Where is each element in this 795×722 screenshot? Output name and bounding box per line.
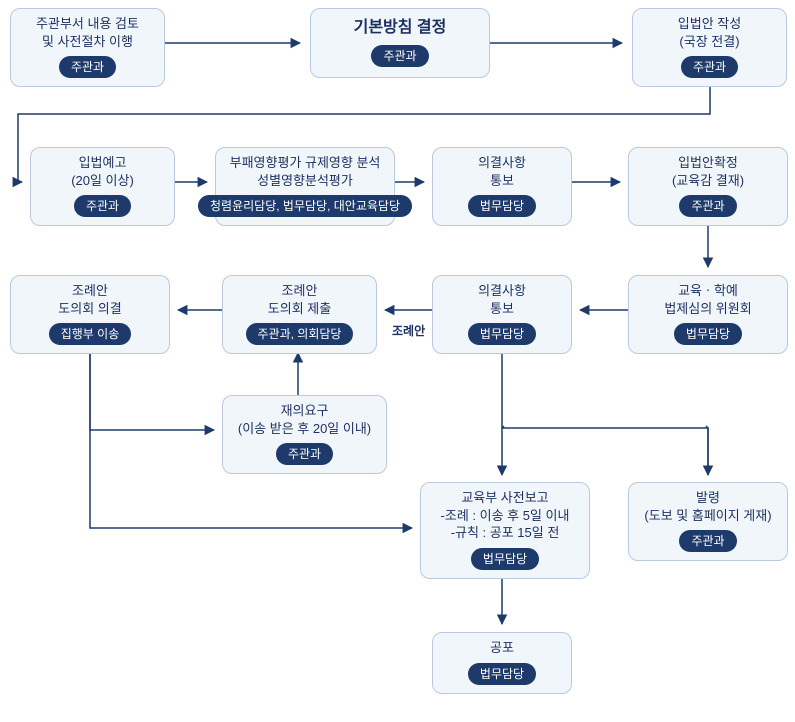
flow-node-n11: 조례안 도의회 의결집행부 이송	[10, 275, 170, 354]
edge-branch-n13	[502, 426, 504, 475]
flow-node-n12: 재의요구 (이송 받은 후 20일 이내) 주관과	[222, 395, 387, 474]
flow-node-n1: 주관부서 내용 검토 및 사전절차 이행주관과	[10, 8, 165, 87]
node-pill: 법무담당	[468, 323, 536, 345]
node-pill: 주관과, 의회담당	[246, 323, 354, 345]
node-pill: 청렴윤리담당, 법무담당, 대안교육담당	[198, 195, 412, 217]
flow-node-n10: 조례안 도의회 제출주관과, 의회담당	[222, 275, 377, 354]
node-title: 발령 (도보 및 홈페이지 게재)	[644, 489, 771, 524]
node-title: 교육부 사전보고 -조례 : 이송 후 5일 이내 -규칙 : 공포 15일 전	[441, 489, 570, 542]
node-title: 기본방침 결정	[354, 17, 447, 39]
flow-node-n9: 의결사항 통보법무담당	[432, 275, 572, 354]
flow-node-n6: 의결사항 통보법무담당	[432, 147, 572, 226]
node-title: 조례안 도의회 의결	[58, 282, 121, 317]
flow-node-n2: 기본방침 결정주관과	[310, 8, 490, 78]
node-pill: 법무담당	[471, 548, 539, 570]
node-pill: 법무담당	[468, 195, 536, 217]
node-pill: 법무담당	[674, 323, 742, 345]
node-pill: 주관과	[59, 56, 116, 78]
node-pill: 주관과	[679, 530, 736, 552]
flow-node-n15: 공포법무담당	[432, 632, 572, 694]
node-title: 입법안확정 (교육감 결재)	[672, 154, 744, 189]
node-title: 의결사항 통보	[478, 282, 526, 317]
flow-node-n13: 교육부 사전보고 -조례 : 이송 후 5일 이내 -규칙 : 공포 15일 전…	[420, 482, 590, 579]
node-title: 입법예고 (20일 이상)	[71, 154, 134, 189]
edge-label-l1: 조례안	[392, 322, 425, 339]
node-title: 재의요구 (이송 받은 후 20일 이내)	[238, 402, 371, 437]
node-title: 입법안 작성 (국장 전결)	[678, 15, 741, 50]
node-pill: 주관과	[371, 45, 428, 67]
node-pill: 주관과	[74, 195, 131, 217]
node-title: 주관부서 내용 검토 및 사전절차 이행	[36, 15, 139, 50]
flow-node-n7: 입법안확정 (교육감 결재) 주관과	[628, 147, 788, 226]
flow-node-n5: 부패영향평가 규제영향 분석 성별영향분석평가청렴윤리담당, 법무담당, 대안교…	[215, 147, 395, 226]
node-pill: 법무담당	[468, 663, 536, 685]
edge-n11-n12	[90, 345, 214, 430]
node-title: 부패영향평가 규제영향 분석 성별영향분석평가	[230, 154, 381, 189]
flow-node-n8: 교육ㆍ학예 법제심의 위원회법무담당	[628, 275, 788, 354]
flow-node-n4: 입법예고 (20일 이상) 주관과	[30, 147, 175, 226]
edge-n9-branch	[502, 345, 708, 475]
flow-node-n14: 발령 (도보 및 홈페이지 게재) 주관과	[628, 482, 788, 561]
edges-layer	[0, 0, 795, 722]
edge-branch-n14	[706, 426, 708, 475]
node-pill: 집행부 이송	[49, 323, 132, 345]
flow-node-n3: 입법안 작성 (국장 전결) 주관과	[632, 8, 787, 87]
flowchart-canvas: 주관부서 내용 검토 및 사전절차 이행주관과기본방침 결정주관과입법안 작성 …	[0, 0, 795, 722]
node-pill: 주관과	[276, 443, 333, 465]
node-title: 조례안 도의회 제출	[268, 282, 331, 317]
node-title: 공포	[490, 639, 514, 657]
node-title: 의결사항 통보	[478, 154, 526, 189]
node-pill: 주관과	[679, 195, 736, 217]
node-title: 교육ㆍ학예 법제심의 위원회	[664, 282, 751, 317]
node-pill: 주관과	[681, 56, 738, 78]
